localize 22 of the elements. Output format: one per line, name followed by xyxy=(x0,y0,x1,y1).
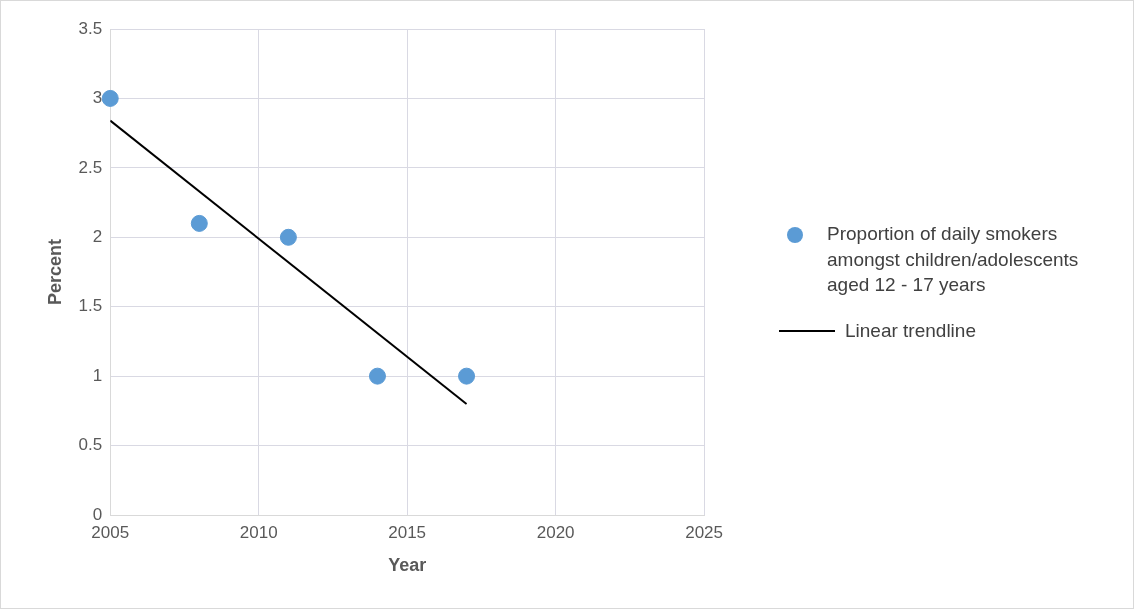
x-tick-label: 2005 xyxy=(91,522,130,542)
x-tick-label: 2020 xyxy=(536,522,575,542)
point xyxy=(458,367,476,385)
y-axis-title: Percent xyxy=(44,238,65,306)
point xyxy=(279,228,297,246)
y-tick-label: 1 xyxy=(92,365,103,385)
legend-label: Proportion of daily smokers amongst children/adolescents aged 12 - 17 years xyxy=(827,222,1080,298)
y-tick-label: 2.5 xyxy=(78,157,103,177)
x-tick-label: 2015 xyxy=(388,522,427,542)
y-tick-label: 3 xyxy=(92,88,103,108)
y-tick-label: 2 xyxy=(92,226,103,246)
x-tick-label: 2025 xyxy=(685,522,723,542)
point xyxy=(101,89,119,107)
legend-label: Linear trendline xyxy=(845,318,976,343)
y-tick-label: 3.5 xyxy=(78,18,103,38)
y-tick-label: 1.5 xyxy=(78,296,103,316)
x-axis-title: Year xyxy=(388,555,427,576)
y-tick-label: 0 xyxy=(92,504,103,524)
y-tick-label: 0.5 xyxy=(78,435,103,455)
point xyxy=(368,367,386,385)
x-tick-label: 2010 xyxy=(239,522,278,542)
point xyxy=(190,214,208,232)
